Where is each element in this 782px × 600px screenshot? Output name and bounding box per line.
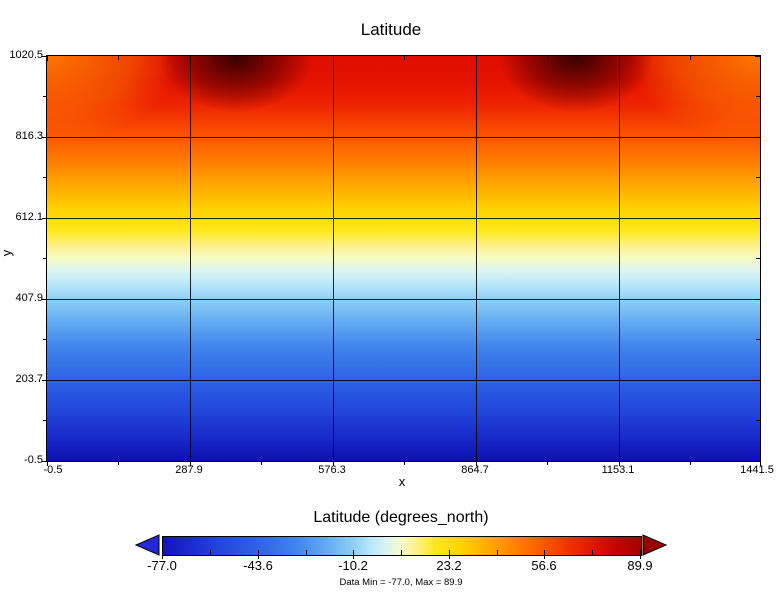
x-tick-label: 576.3 xyxy=(318,464,346,476)
x-axis-major-tick xyxy=(475,461,477,466)
y-axis-minor-tick xyxy=(43,420,47,421)
x-axis-minor-tick xyxy=(690,461,691,465)
x-axis-major-tick xyxy=(332,461,334,466)
vertical-gridline xyxy=(618,56,620,461)
y-axis-minor-tick xyxy=(756,258,760,259)
y-tick-label: -0.5 xyxy=(24,454,43,466)
x-axis-major-tick xyxy=(46,56,48,61)
y-axis-minor-tick xyxy=(756,420,760,421)
x-axis-major-tick xyxy=(332,56,334,61)
x-axis-major-tick xyxy=(46,461,48,466)
colorbar-tick-label: 23.2 xyxy=(436,558,462,573)
colorbar-minor-tick xyxy=(210,550,211,555)
colorbar-minor-tick xyxy=(592,550,593,555)
colorbar-tick-label: 56.6 xyxy=(531,558,557,573)
x-axis-minor-tick xyxy=(547,461,548,465)
x-tick-label: 1441.5 xyxy=(740,464,774,476)
colorbar-left-extend-arrow-icon xyxy=(135,534,160,556)
y-axis-major-tick xyxy=(42,460,47,462)
vertical-gridline xyxy=(475,56,477,461)
y-axis-major-tick xyxy=(755,55,760,57)
x-axis-minor-tick xyxy=(261,56,262,60)
y-axis-minor-tick xyxy=(756,177,760,178)
horizontal-gridline xyxy=(47,217,760,219)
y-axis-major-tick xyxy=(755,136,760,138)
colorbar-minor-tick xyxy=(497,550,498,555)
colorbar-tick-label: -10.2 xyxy=(338,558,368,573)
x-axis-minor-tick xyxy=(690,56,691,60)
y-axis-title: y xyxy=(0,249,14,257)
x-axis-major-tick xyxy=(759,461,761,466)
colorbar-major-tick xyxy=(353,550,354,559)
y-axis-major-tick xyxy=(755,460,760,462)
x-tick-label: 287.9 xyxy=(175,464,203,476)
colorbar-major-tick xyxy=(162,550,163,559)
colorbar-minor-tick xyxy=(306,550,307,555)
colorbar-major-tick xyxy=(544,550,545,559)
x-tick-label: -0.5 xyxy=(43,464,63,476)
y-axis-minor-tick xyxy=(756,96,760,97)
vertical-gridline xyxy=(332,56,334,461)
x-axis-major-tick xyxy=(189,461,191,466)
y-tick-label: 612.1 xyxy=(15,211,43,223)
colorbar-major-tick xyxy=(258,550,259,559)
horizontal-gridline xyxy=(47,136,760,138)
x-axis-major-tick xyxy=(189,56,191,61)
y-tick-label: 203.7 xyxy=(15,373,43,385)
horizontal-gridline xyxy=(47,379,760,381)
vertical-gridline xyxy=(189,56,191,461)
y-axis-major-tick xyxy=(755,217,760,219)
y-tick-label: 407.9 xyxy=(15,292,43,304)
y-axis-minor-tick xyxy=(43,258,47,259)
y-axis-major-tick xyxy=(755,298,760,300)
x-tick-label: 864.7 xyxy=(461,464,489,476)
colorbar-tick-label: -43.6 xyxy=(243,558,273,573)
y-tick-label: 1020.5 xyxy=(9,49,43,61)
horizontal-gridline xyxy=(47,298,760,300)
heatmap-canvas xyxy=(47,56,760,461)
x-axis-major-tick xyxy=(618,56,620,61)
y-axis-major-tick xyxy=(755,379,760,381)
x-axis-title: x xyxy=(398,474,406,489)
x-tick-label: 1153.1 xyxy=(601,464,635,476)
colorbar-title: Latitude (degrees_north) xyxy=(313,509,489,526)
y-axis-minor-tick xyxy=(43,177,47,178)
colorbar-major-tick xyxy=(449,550,450,559)
y-axis-minor-tick xyxy=(43,96,47,97)
y-axis-minor-tick xyxy=(756,339,760,340)
x-axis-minor-tick xyxy=(404,461,405,465)
x-axis-minor-tick xyxy=(118,56,119,60)
colorbar-gradient xyxy=(162,536,642,556)
x-axis-minor-tick xyxy=(118,461,119,465)
colorbar-major-tick xyxy=(640,550,641,559)
colorbar-right-extend-arrow-icon xyxy=(642,534,667,556)
y-axis-major-tick xyxy=(42,55,47,57)
colorbar-minor-tick xyxy=(401,550,402,555)
x-axis-minor-tick xyxy=(261,461,262,465)
x-axis-major-tick xyxy=(475,56,477,61)
x-axis-minor-tick xyxy=(547,56,548,60)
y-tick-label: 816.3 xyxy=(15,130,43,142)
plot-area xyxy=(42,55,761,466)
y-axis-major-tick xyxy=(42,379,47,381)
x-axis-major-tick xyxy=(618,461,620,466)
y-axis-major-tick xyxy=(42,217,47,219)
figure-title: Latitude xyxy=(360,20,422,39)
x-axis-major-tick xyxy=(759,56,761,61)
colorbar-tick-label: -77.0 xyxy=(147,558,177,573)
y-axis-major-tick xyxy=(42,298,47,300)
colorbar-tick-label: 89.9 xyxy=(627,558,653,573)
y-axis-major-tick xyxy=(42,136,47,138)
x-axis-minor-tick xyxy=(404,56,405,60)
y-axis-minor-tick xyxy=(43,339,47,340)
colorbar-data-range-note: Data Min = -77.0, Max = 89.9 xyxy=(339,577,463,588)
